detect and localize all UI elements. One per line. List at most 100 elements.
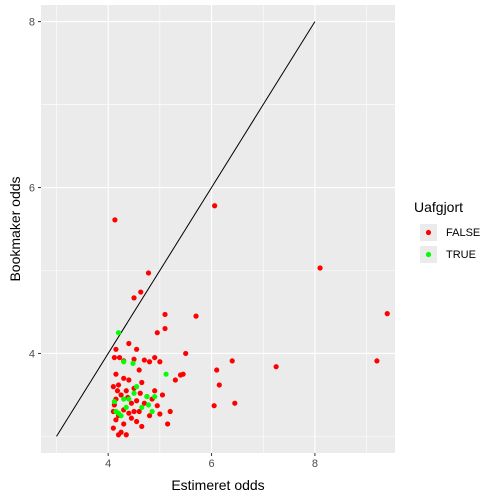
data-point-false bbox=[113, 346, 119, 352]
data-point-false bbox=[110, 384, 116, 390]
data-point-false bbox=[113, 417, 119, 423]
data-point-false bbox=[152, 388, 158, 394]
plot-panel bbox=[41, 5, 395, 453]
data-point-false bbox=[131, 408, 137, 415]
data-point-false bbox=[167, 408, 173, 415]
data-point-false bbox=[123, 388, 129, 394]
data-point-false bbox=[126, 340, 132, 347]
data-point-false bbox=[139, 379, 145, 386]
data-point-true bbox=[126, 396, 132, 402]
data-point-false bbox=[115, 382, 122, 388]
data-point-true bbox=[121, 396, 127, 402]
data-point-true bbox=[131, 390, 137, 396]
data-point-true bbox=[123, 404, 129, 410]
data-point-false bbox=[145, 270, 152, 276]
data-point-false bbox=[128, 400, 135, 406]
data-points bbox=[110, 203, 390, 438]
data-point-true bbox=[145, 402, 152, 408]
data-point-false bbox=[116, 354, 123, 361]
data-point-false bbox=[177, 372, 184, 378]
data-point-false bbox=[115, 432, 122, 438]
data-point-true bbox=[130, 360, 136, 366]
data-point-false bbox=[154, 403, 160, 409]
y-axis-title: Bookmaker odds bbox=[7, 176, 23, 281]
major-gridlines bbox=[41, 5, 395, 453]
data-point-false bbox=[128, 415, 135, 421]
data-point-false bbox=[152, 354, 158, 361]
legend-title: Uafgjort bbox=[414, 199, 463, 215]
data-point-false bbox=[229, 358, 235, 364]
data-point-false bbox=[121, 421, 127, 427]
data-point-false bbox=[141, 400, 147, 406]
data-point-false bbox=[136, 367, 142, 373]
data-point-false bbox=[113, 371, 119, 377]
data-point-false bbox=[214, 367, 220, 373]
data-point-true bbox=[118, 413, 124, 419]
data-point-true bbox=[134, 384, 140, 390]
data-point-false bbox=[139, 423, 145, 430]
data-point-false bbox=[374, 358, 380, 364]
data-point-false bbox=[121, 375, 127, 381]
data-point-false bbox=[212, 203, 218, 209]
data-point-false bbox=[172, 377, 178, 383]
x-tick-label: 8 bbox=[312, 458, 318, 470]
data-point-false bbox=[131, 295, 137, 301]
data-point-false bbox=[134, 398, 140, 404]
data-point-false bbox=[146, 359, 153, 365]
data-point-false bbox=[165, 421, 171, 427]
minor-gridlines bbox=[41, 5, 395, 453]
data-point-true bbox=[149, 408, 155, 415]
x-tick-label: 6 bbox=[208, 458, 214, 470]
data-point-false bbox=[146, 413, 153, 419]
data-point-false bbox=[112, 217, 118, 223]
data-point-false bbox=[134, 418, 140, 425]
data-point-false bbox=[183, 350, 189, 357]
data-point-false bbox=[111, 354, 117, 361]
x-axis-ticks: 4 6 8 bbox=[105, 453, 318, 470]
data-point-false bbox=[273, 364, 279, 370]
data-point-true bbox=[115, 330, 122, 336]
data-point-false bbox=[137, 390, 143, 396]
data-point-false bbox=[193, 313, 199, 319]
data-point-false bbox=[157, 411, 163, 417]
data-point-false bbox=[136, 408, 142, 415]
data-point-true bbox=[139, 404, 145, 410]
data-point-false bbox=[216, 382, 222, 388]
x-axis-title: Estimeret odds bbox=[171, 477, 264, 493]
data-point-false bbox=[126, 377, 132, 383]
data-point-false bbox=[126, 410, 132, 416]
legend: Uafgjort FALSE TRUE bbox=[414, 199, 480, 263]
x-tick-label: 4 bbox=[105, 458, 111, 470]
data-point-false bbox=[114, 388, 121, 394]
legend-dot-false bbox=[425, 229, 432, 236]
data-point-false bbox=[232, 400, 238, 406]
data-point-false bbox=[110, 425, 116, 431]
data-point-false bbox=[154, 330, 160, 336]
data-point-false bbox=[162, 311, 168, 318]
data-point-true bbox=[111, 398, 117, 405]
data-point-false bbox=[138, 289, 144, 295]
data-point-true bbox=[121, 359, 127, 365]
legend-label-true: TRUE bbox=[446, 249, 476, 261]
data-point-false bbox=[384, 311, 390, 317]
y-axis-ticks: 4 6 8 bbox=[29, 17, 41, 360]
reference-line bbox=[56, 21, 316, 437]
data-point-false bbox=[159, 392, 166, 398]
data-point-false bbox=[157, 359, 163, 365]
legend-label-false: FALSE bbox=[446, 227, 480, 239]
y-tick-label: 4 bbox=[29, 348, 35, 360]
data-point-false bbox=[131, 356, 137, 362]
data-point-false bbox=[162, 325, 168, 332]
data-point-false bbox=[141, 357, 147, 363]
data-point-false bbox=[317, 265, 323, 271]
data-point-true bbox=[152, 393, 158, 400]
data-point-true bbox=[113, 408, 119, 415]
y-tick-label: 8 bbox=[29, 17, 35, 29]
data-point-false bbox=[118, 392, 124, 398]
data-point-true bbox=[144, 393, 150, 400]
y-tick-label: 6 bbox=[29, 183, 35, 195]
data-point-false bbox=[123, 432, 129, 438]
data-point-false bbox=[134, 346, 140, 352]
data-point-true bbox=[163, 371, 169, 377]
